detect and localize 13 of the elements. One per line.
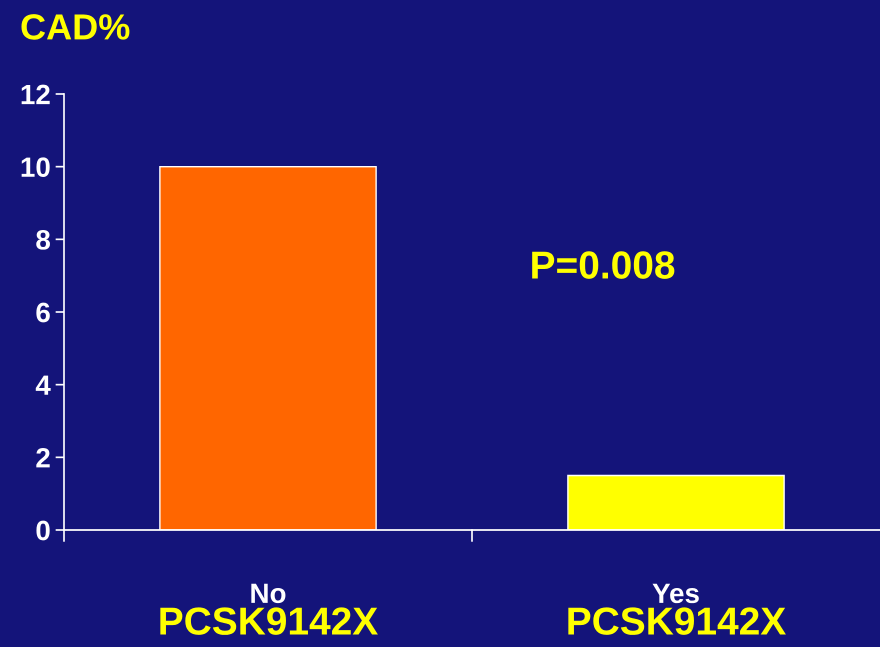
y-tick-label: 6 xyxy=(36,302,50,322)
y-tick-label: 10 xyxy=(22,157,50,178)
y-tick-label: 8 xyxy=(36,230,50,250)
x-tick-label: No xyxy=(251,584,286,604)
y-tick-label: 0 xyxy=(36,520,50,540)
y-tick-label: 12 xyxy=(22,84,50,104)
y-tick-label: 4 xyxy=(36,376,51,395)
text: PCSK9142X xyxy=(160,607,378,635)
y-tick-label: 2 xyxy=(36,448,50,468)
text: PCSK9142X xyxy=(568,607,786,635)
x-tick-label: Yes xyxy=(652,584,699,604)
annotation: P=0.008 xyxy=(532,251,674,279)
chart-title: CAD% xyxy=(21,14,130,40)
